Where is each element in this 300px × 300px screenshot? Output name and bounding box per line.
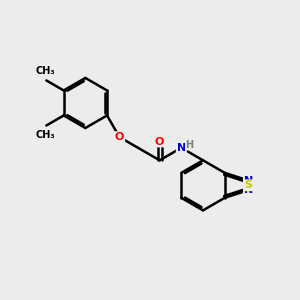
Text: O: O	[155, 136, 164, 146]
Text: CH₃: CH₃	[35, 130, 55, 140]
Text: N: N	[244, 176, 253, 186]
Text: H: H	[185, 140, 194, 150]
Text: N: N	[177, 143, 186, 153]
Text: CH₃: CH₃	[35, 66, 55, 76]
Text: N: N	[244, 185, 253, 195]
Text: O: O	[115, 132, 124, 142]
Text: S: S	[244, 180, 253, 190]
